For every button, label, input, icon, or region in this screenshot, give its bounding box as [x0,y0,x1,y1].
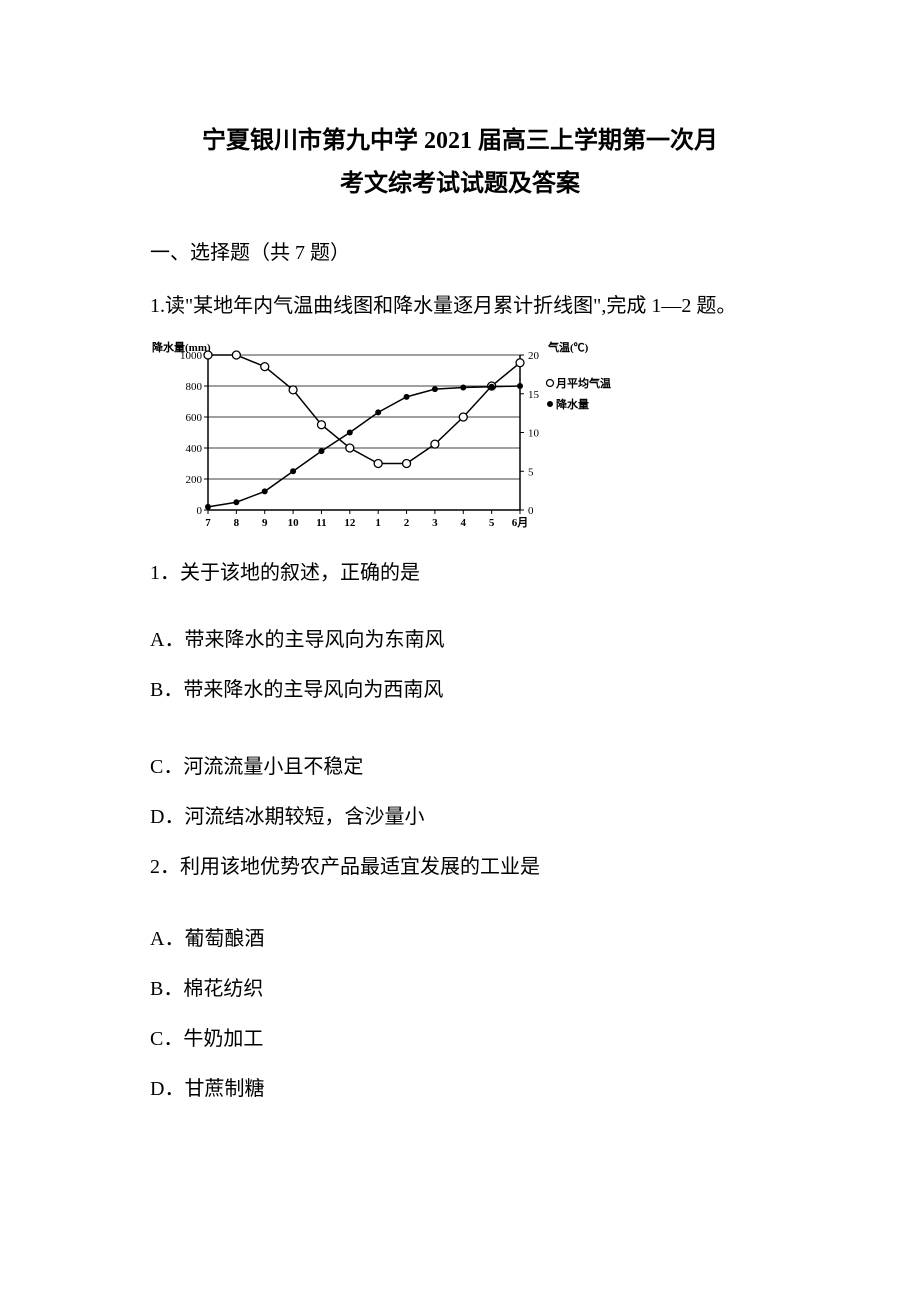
q2-option-c: C．牛奶加工 [150,1023,770,1055]
svg-text:11: 11 [316,517,326,529]
svg-text:0: 0 [528,505,534,517]
svg-text:3: 3 [432,517,438,529]
svg-text:降水量: 降水量 [556,397,589,411]
svg-text:8: 8 [234,517,240,529]
svg-text:12: 12 [344,517,356,529]
q2-option-d: D．甘蔗制糖 [150,1073,770,1105]
svg-text:10: 10 [288,517,300,529]
svg-text:400: 400 [186,443,203,455]
svg-text:7: 7 [205,517,211,529]
q2-option-a: A．葡萄酿酒 [150,923,770,955]
svg-text:9: 9 [262,517,268,529]
svg-text:1000: 1000 [180,350,203,362]
svg-text:1: 1 [375,517,381,529]
chart-svg: 降水量(mm)气温(℃)0200400600800100005101520789… [150,337,620,532]
svg-text:15: 15 [528,389,540,401]
q1-option-c: C．河流流量小且不稳定 [150,751,770,783]
q1-option-b: B．带来降水的主导风向为西南风 [150,674,770,706]
svg-text:10: 10 [528,428,540,440]
q1-option-a: A．带来降水的主导风向为东南风 [150,624,770,656]
q1-option-d: D．河流结冰期较短，含沙量小 [150,801,770,833]
q2-stem: 2．利用该地优势农产品最适宜发展的工业是 [150,851,770,883]
svg-text:气温(℃): 气温(℃) [547,340,589,354]
svg-text:5: 5 [528,467,534,479]
svg-text:6月: 6月 [512,516,529,529]
svg-text:200: 200 [186,474,203,486]
title-line-2: 考文综考试试题及答案 [150,163,770,206]
svg-text:4: 4 [461,517,467,529]
section-heading: 一、选择题（共 7 题） [150,236,770,265]
svg-text:2: 2 [404,517,410,529]
climate-chart: 降水量(mm)气温(℃)0200400600800100005101520789… [150,337,770,532]
svg-text:0: 0 [197,505,203,517]
svg-text:800: 800 [186,381,203,393]
question-1-intro: 1.读"某地年内气温曲线图和降水量逐月累计折线图",完成 1—2 题。 [150,290,770,322]
svg-text:5: 5 [489,517,495,529]
svg-text:20: 20 [528,350,540,362]
q2-option-b: B．棉花纺织 [150,973,770,1005]
title-line-1: 宁夏银川市第九中学 2021 届高三上学期第一次月 [150,120,770,163]
svg-text:月平均气温: 月平均气温 [555,376,611,390]
document-title: 宁夏银川市第九中学 2021 届高三上学期第一次月 考文综考试试题及答案 [150,120,770,206]
q1-stem: 1．关于该地的叙述，正确的是 [150,557,770,589]
svg-text:600: 600 [186,412,203,424]
